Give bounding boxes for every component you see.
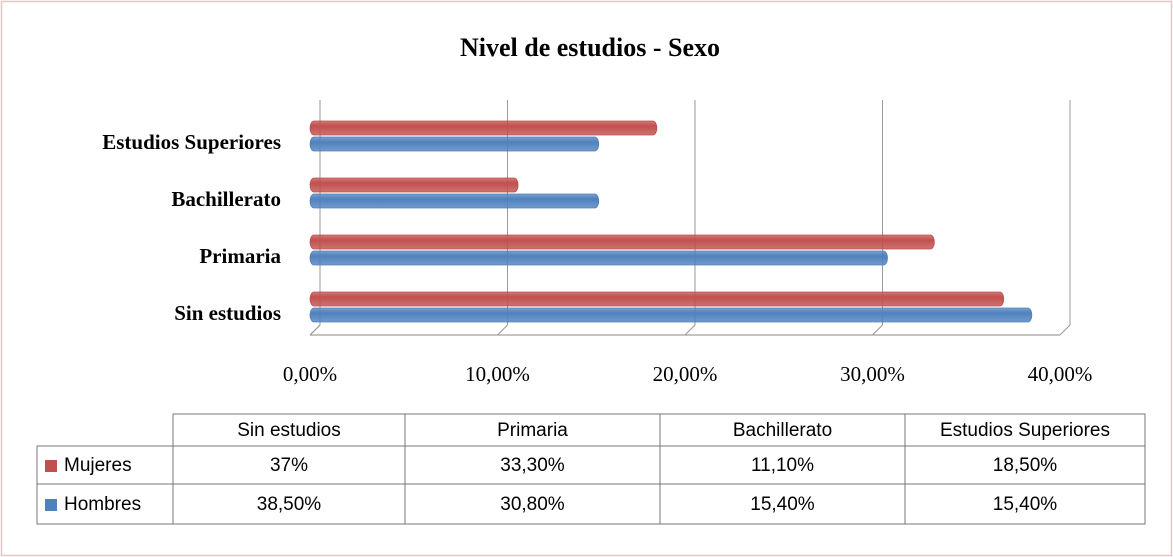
table-cell: 15,40% — [750, 494, 815, 515]
table-header: Sin estudios — [237, 420, 341, 441]
legend-swatch — [45, 460, 57, 472]
x-tick-label: 20,00% — [653, 362, 718, 386]
table-cell: 33,30% — [500, 455, 565, 476]
table-header: Bachillerato — [733, 420, 832, 441]
bar — [309, 307, 1033, 323]
bar — [309, 136, 600, 152]
x-tick-label: 10,00% — [465, 362, 530, 386]
legend-swatch — [45, 499, 57, 511]
bar — [309, 291, 1005, 307]
grid-line — [1059, 100, 1071, 336]
y-tick-label: Sin estudios — [174, 301, 281, 325]
table-cell: 11,10% — [751, 455, 814, 476]
x-tick-label: 40,00% — [1028, 362, 1093, 386]
y-tick-label: Bachillerato — [171, 187, 281, 211]
bar — [309, 193, 600, 209]
y-tick-label: Estudios Superiores — [102, 130, 281, 154]
grid-line — [872, 100, 883, 336]
table-border — [36, 445, 1146, 525]
bar — [309, 120, 658, 136]
table-cell: 37% — [270, 455, 308, 476]
table-header: Primaria — [497, 420, 568, 441]
y-tick-label: Primaria — [199, 244, 281, 268]
bar — [309, 250, 888, 266]
table-cell: 38,50% — [257, 494, 322, 515]
table-cell: 18,50% — [993, 455, 1058, 476]
x-tick-label: 0,00% — [283, 362, 337, 386]
legend-label: Mujeres — [64, 455, 132, 476]
grid-line — [684, 100, 696, 336]
grid-line — [497, 100, 508, 336]
grid-line — [309, 100, 321, 336]
table-cell: 30,80% — [500, 494, 565, 515]
x-tick-label: 30,00% — [840, 362, 905, 386]
table-cell: 15,40% — [993, 494, 1058, 515]
chart-title: Nivel de estudios - Sexo — [460, 33, 720, 62]
table-header: Estudios Superiores — [940, 420, 1110, 441]
bar — [309, 234, 935, 250]
bar — [309, 177, 519, 193]
legend-label: Hombres — [64, 494, 141, 515]
